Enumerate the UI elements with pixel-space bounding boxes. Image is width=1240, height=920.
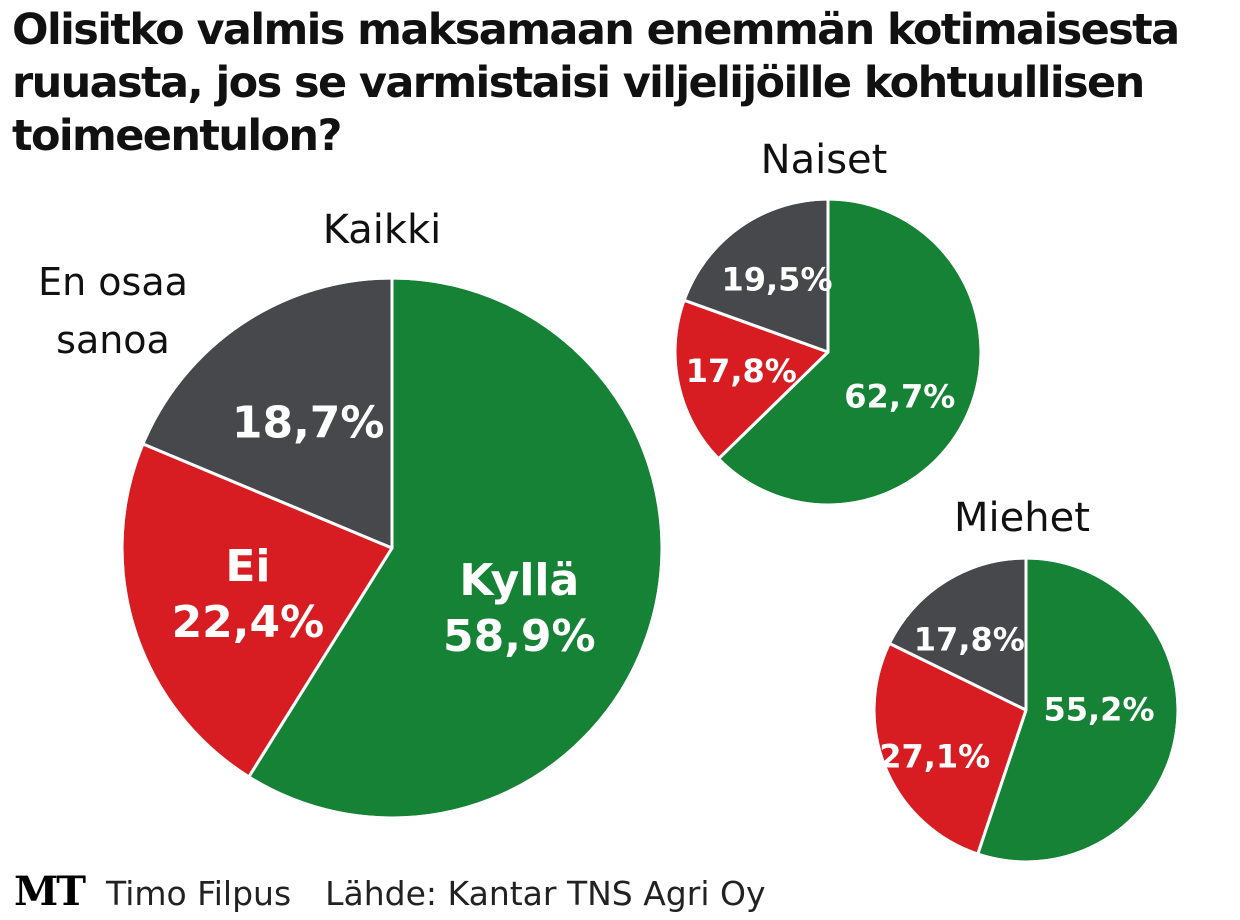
- pie-naiset-label-ei: 17,8%: [686, 352, 797, 390]
- pie-kaikki-label-kylla: Kyllä 58,9%: [443, 555, 596, 662]
- pie-miehet: 55,2% 27,1% 17,8% Miehet: [872, 495, 1180, 864]
- pie-miehet-label-ei: 27,1%: [879, 737, 990, 775]
- pie-kaikki-title: Kaikki: [323, 207, 442, 253]
- chart-title: Olisitko valmis maksamaan enemmän kotima…: [12, 5, 1180, 161]
- pie-kaikki-label-eos: 18,7%: [232, 398, 385, 449]
- source-credit: Lähde: Kantar TNS Agri Oy: [325, 874, 766, 913]
- pie-naiset-title: Naiset: [761, 137, 888, 183]
- pie-miehet-title: Miehet: [954, 495, 1090, 541]
- pie-miehet-label-kylla: 55,2%: [1043, 690, 1154, 728]
- pie-naiset-label-kylla: 62,7%: [844, 378, 955, 416]
- pie-kaikki-label-ei: Ei 22,4%: [172, 541, 325, 648]
- author-credit: Timo Filpus: [106, 874, 292, 913]
- pie-miehet-label-eos: 17,8%: [914, 620, 1025, 658]
- pie-naiset-outline: [673, 197, 983, 507]
- pie-kaikki: Kyllä 58,9% Ei 22,4% 18,7% Kaikki En osaa sanoa: [38, 207, 664, 820]
- footer: MT Timo Filpus Lähde: Kantar TNS Agri Oy: [14, 868, 765, 918]
- pie-naiset-label-eos: 19,5%: [721, 261, 832, 299]
- pie-kaikki-outside-label: En osaa sanoa: [38, 260, 188, 362]
- mt-logo: MT: [14, 868, 86, 915]
- pie-miehet-outline: [872, 556, 1180, 864]
- pie-kaikki-outline: [120, 276, 664, 820]
- pie-naiset: 62,7% 17,8% 19,5% Naiset: [673, 137, 983, 507]
